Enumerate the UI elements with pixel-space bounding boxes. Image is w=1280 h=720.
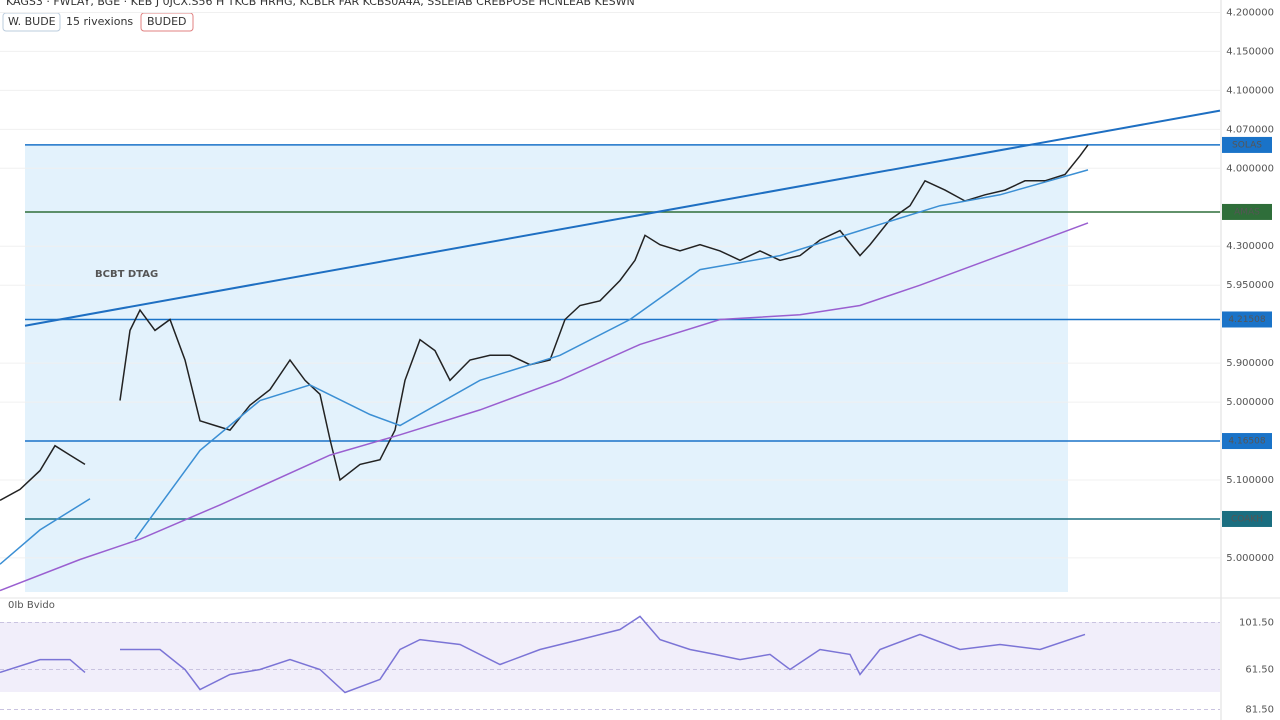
- series-line: [0, 144, 1089, 501]
- y-tick-label: 4.300000: [1226, 241, 1274, 252]
- badge-text: W. BUDE: [8, 15, 56, 28]
- price-tag: [1222, 136, 1272, 153]
- y-tick-label: 61.50: [1245, 665, 1274, 676]
- badge-text: BUDED: [147, 15, 187, 28]
- price-tag: [1222, 510, 1272, 527]
- series-line: [0, 615, 1086, 694]
- y-tick-label: 5.950000: [1226, 280, 1274, 291]
- y-tick-label: 81.50: [1245, 705, 1274, 716]
- price-tag-label: SOLAS: [1232, 140, 1262, 150]
- y-tick-label: 4.200000: [1226, 7, 1274, 18]
- y-tick-label: 4.100000: [1226, 85, 1274, 96]
- price-tag-label: COAKH: [1231, 514, 1263, 524]
- y-tick-label: 5.000000: [1226, 553, 1274, 564]
- y-tick-label: 5.900000: [1226, 358, 1274, 369]
- symbol-line: KAGS3 · FWLAY, BGE · KEB J 0JCX.S56 H TK…: [6, 0, 635, 8]
- interval: 15 rivexions: [66, 15, 133, 28]
- price-tag-label: 4.21508: [1228, 315, 1265, 325]
- badge: [140, 12, 194, 32]
- price-tag: [1222, 203, 1272, 220]
- price-tag-label: AMAS: [1234, 207, 1260, 217]
- y-tick-label: 4.000000: [1226, 163, 1274, 174]
- y-tick-label: 5.100000: [1226, 475, 1274, 486]
- rsi-band: [0, 622, 1220, 692]
- y-tick-label: 4.070000: [1226, 124, 1274, 135]
- series-line: [0, 169, 1089, 565]
- badge: [2, 12, 61, 32]
- price-tag-label: 4.16508: [1228, 437, 1265, 447]
- y-tick-label: 4.150000: [1226, 46, 1274, 57]
- price-tag: [1222, 433, 1272, 450]
- annotation: BCBT DTAG: [95, 269, 158, 280]
- y-tick-label: 101.50: [1239, 617, 1274, 628]
- y-tick-label: 5.000000: [1226, 397, 1274, 408]
- pane-title: 0Ib Bvido: [8, 600, 55, 611]
- series-line: [0, 222, 1089, 592]
- trendline: [24, 109, 1221, 327]
- price-tag: [1222, 311, 1272, 328]
